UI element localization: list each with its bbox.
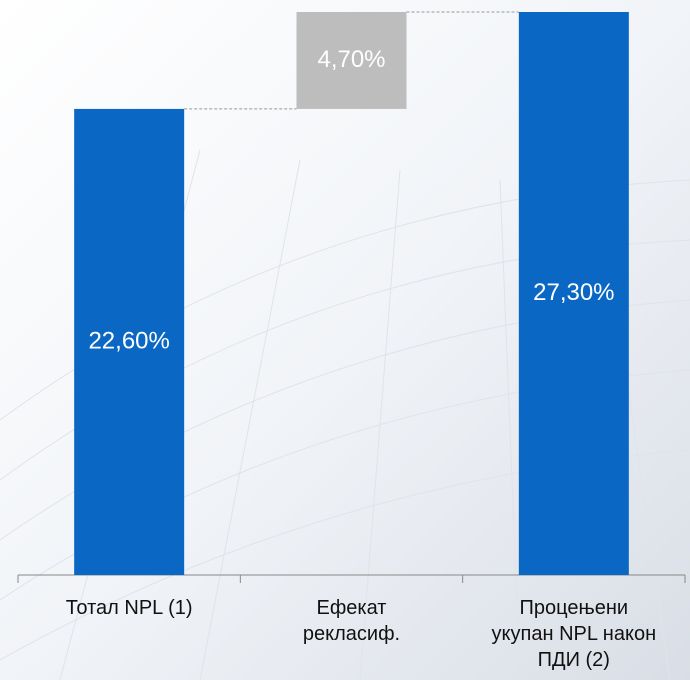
bar [296,12,407,109]
bar [518,12,629,575]
x-tick-label: Ефекат рекласиф. [302,597,401,645]
bar [74,108,185,575]
x-tick-label: Тотал NPL (1) [65,597,193,619]
x-tick-label: Процењени укупан NPL након ПДИ (2) [491,597,657,671]
value-label: 22,60% [88,327,169,354]
value-label: 4,70% [317,46,385,73]
value-label: 27,30% [533,279,614,306]
